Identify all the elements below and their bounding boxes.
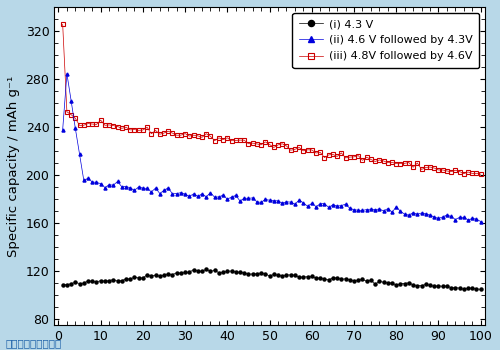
(iii) 4.8V followed by 4.6V <box>275 143 281 147</box>
Legend: (i) 4.3 V, (ii) 4.6 V followed by 4.3V, (iii) 4.8V followed by 4.6V: (i) 4.3 V, (ii) 4.6 V followed by 4.3V, … <box>292 13 480 68</box>
Text: (a): (a) <box>448 15 474 32</box>
(i) 4.3 V <box>140 276 146 280</box>
(i) 4.3 V <box>478 287 484 292</box>
(ii) 4.6 V followed by 4.3V <box>478 219 484 224</box>
Line: (iii) 4.8V followed by 4.6V: (iii) 4.8V followed by 4.6V <box>61 23 482 176</box>
(ii) 4.6 V followed by 4.3V <box>461 215 467 219</box>
(i) 4.3 V <box>313 276 319 280</box>
(i) 4.3 V <box>203 267 209 271</box>
(i) 4.3 V <box>157 274 163 278</box>
(i) 4.3 V <box>60 282 66 287</box>
(iii) 4.8V followed by 4.6V <box>478 172 484 176</box>
(ii) 4.6 V followed by 4.3V <box>313 204 319 209</box>
(ii) 4.6 V followed by 4.3V <box>448 215 454 219</box>
(i) 4.3 V <box>461 287 467 292</box>
(ii) 4.6 V followed by 4.3V <box>60 127 66 132</box>
(iii) 4.8V followed by 4.6V <box>140 128 146 132</box>
(iii) 4.8V followed by 4.6V <box>60 22 66 27</box>
(ii) 4.6 V followed by 4.3V <box>144 186 150 190</box>
(iii) 4.8V followed by 4.6V <box>456 169 462 174</box>
Text: 图片来源见参考文献: 图片来源见参考文献 <box>5 338 61 348</box>
(i) 4.3 V <box>279 274 285 278</box>
(ii) 4.6 V followed by 4.3V <box>161 188 167 193</box>
(i) 4.3 V <box>448 286 454 290</box>
(iii) 4.8V followed by 4.6V <box>157 132 163 137</box>
(iii) 4.8V followed by 4.6V <box>444 169 450 173</box>
(ii) 4.6 V followed by 4.3V <box>64 72 70 76</box>
Y-axis label: Specific capacity / mAh g⁻¹: Specific capacity / mAh g⁻¹ <box>7 76 20 257</box>
(iii) 4.8V followed by 4.6V <box>309 148 315 152</box>
(ii) 4.6 V followed by 4.3V <box>279 201 285 205</box>
Line: (i) 4.3 V: (i) 4.3 V <box>61 268 482 291</box>
Line: (ii) 4.6 V followed by 4.3V: (ii) 4.6 V followed by 4.3V <box>61 72 482 223</box>
